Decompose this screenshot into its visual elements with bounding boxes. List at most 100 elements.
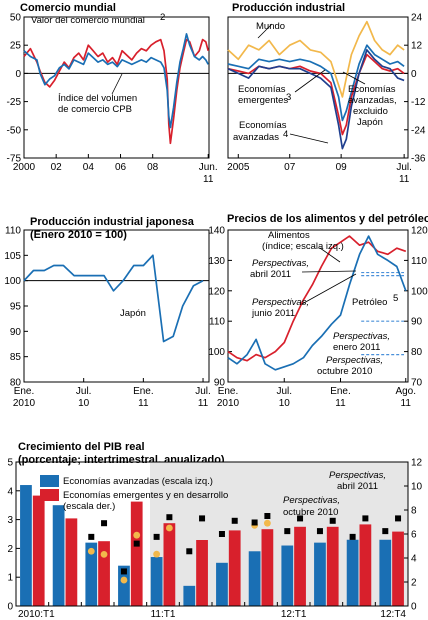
y-tick-label: -75 xyxy=(7,154,22,165)
x-tick-label: Jun. xyxy=(199,162,218,173)
bar-advanced xyxy=(248,551,261,606)
bar-emerging xyxy=(98,541,110,606)
annotation-cpb-line1: Índice del volumen xyxy=(58,93,137,104)
series-line xyxy=(227,235,407,371)
forecast-marker-apr2011 xyxy=(133,540,140,547)
annotation-advanced-line2: avanzadas xyxy=(233,132,279,143)
annotation-oct2010-line1: Perspectivas, xyxy=(326,355,383,366)
y-tick-label: 120 xyxy=(208,286,225,297)
annotation-world: Mundo xyxy=(256,21,285,32)
plot-frame xyxy=(227,16,409,159)
legend-swatch-advanced xyxy=(40,475,59,487)
x-tick-label-line2: 11 xyxy=(335,398,346,409)
x-tick-label: Ago. xyxy=(395,386,416,397)
y-tick-label: -50 xyxy=(7,125,22,136)
x-tick-label-line2: 11 xyxy=(399,174,410,185)
x-tick-label: 02 xyxy=(51,162,63,173)
y-tick-label-right: -36 xyxy=(411,154,426,165)
y-tick-label: 2 xyxy=(7,544,13,555)
forecast-marker-apr2011 xyxy=(329,517,336,524)
annotation-oct2010-line2: octubre 2010 xyxy=(317,366,372,377)
x-tick-label-line2: 11 xyxy=(198,398,209,409)
y-tick-label: 80 xyxy=(10,378,22,389)
chart-title: Comercio mundial xyxy=(20,2,116,14)
x-tick-label: 12:T1 xyxy=(281,609,307,620)
forecast-marker-apr2011 xyxy=(349,533,356,540)
annotation-oct2010-line2: octubre 2010 xyxy=(283,507,338,518)
annotation-emerging-line1: Economías xyxy=(238,84,286,95)
x-tick-label: 2010:T1 xyxy=(18,609,55,620)
x-tick-label: 04 xyxy=(83,162,95,173)
y-tick-label-right: 100 xyxy=(411,286,428,297)
panel-gdp-growth: Crecimiento del PIB real (porcentaje; in… xyxy=(7,441,422,620)
annotation-apr2011-line2: abril 2011 xyxy=(250,269,291,280)
leader-line xyxy=(257,23,273,39)
leader-line xyxy=(289,133,329,144)
x-tick-label: Jul. xyxy=(195,386,211,397)
y-tick-label: 5 xyxy=(7,458,13,469)
annotation-food-line2: (índice; escala izq.) xyxy=(262,241,344,252)
y-tick-label-right: 0 xyxy=(411,69,417,80)
forecast-marker-oct2010 xyxy=(100,551,108,558)
x-tick-label: Jul. xyxy=(396,162,412,173)
y-tick-label-right: -24 xyxy=(411,125,426,136)
annotation-oct2010-line1: Perspectivas, xyxy=(283,495,340,506)
y-tick-label: 130 xyxy=(208,256,225,267)
x-tick-label-line2: 11 xyxy=(138,398,149,409)
x-tick-label-line2: 2010 xyxy=(13,398,36,409)
forecast-marker-apr2011 xyxy=(231,517,238,524)
forecast-marker-oct2010 xyxy=(165,524,173,532)
y-tick-label: -25 xyxy=(7,97,22,108)
chart-title: Producción industrial xyxy=(232,2,345,14)
bar-advanced xyxy=(118,565,130,606)
annotation-oil: Petróleo xyxy=(352,297,387,308)
forecast-marker-apr2011 xyxy=(251,519,258,526)
y-tick-label: 0 xyxy=(15,69,21,80)
bar-advanced xyxy=(346,539,359,606)
forecast-marker-apr2011 xyxy=(297,515,304,522)
annotation-advanced-line1: Economías xyxy=(239,120,287,131)
bar-emerging xyxy=(359,524,372,606)
y-tick-label-right: 80 xyxy=(411,347,423,358)
y-tick-label: 25 xyxy=(10,41,22,52)
bar-advanced xyxy=(20,485,32,606)
y-tick-label-right: 12 xyxy=(411,41,423,52)
annotation-adv-ex-jpn-line2: avanzadas, xyxy=(348,95,397,106)
forecast-marker-apr2011 xyxy=(264,513,271,519)
y-tick-label-right: 4 xyxy=(411,554,417,565)
bar-emerging xyxy=(228,530,241,606)
bar-advanced xyxy=(281,545,294,606)
forecast-marker-apr2011 xyxy=(166,514,173,521)
annotation-cpb-line2: de comercio CPB xyxy=(58,104,132,115)
y-tick-label: 90 xyxy=(10,327,22,338)
panel-japan-ip: Producción industrial japonesa (Enero 20… xyxy=(4,216,211,409)
y-tick-label-right: 2 xyxy=(411,578,417,589)
x-tick-label-line2: 2010 xyxy=(217,398,240,409)
x-tick-label: 07 xyxy=(284,162,296,173)
x-tick-label-line2: 10 xyxy=(78,398,90,409)
bar-emerging xyxy=(261,529,274,606)
annotation-adv-ex-jpn-line4: Japón xyxy=(357,117,383,128)
x-tick-label: Ene. xyxy=(330,386,351,397)
forecast-marker-apr2011 xyxy=(199,515,206,522)
y-tick-label-right: 12 xyxy=(411,458,423,469)
y-tick-label: 1 xyxy=(7,573,13,584)
bar-emerging xyxy=(163,523,176,606)
series-line xyxy=(23,38,210,145)
panel-industrial-production: Producción industrial 24 12 0 -12 -24 -36 2005… xyxy=(227,2,426,185)
y-tick-label-right: 0 xyxy=(411,602,417,613)
forecast-marker-apr2011 xyxy=(395,515,402,522)
annotation-japan: Japón xyxy=(120,308,146,319)
x-tick-label: 2000 xyxy=(13,162,36,173)
leader-line xyxy=(342,71,366,85)
bar-advanced xyxy=(52,505,65,606)
leader-line xyxy=(294,69,326,93)
y-tick-label-right: 110 xyxy=(411,256,427,267)
panel-food-oil: Precios de los alimentos y del petróleo … xyxy=(208,213,428,409)
y-tick-label-right: -12 xyxy=(411,97,426,108)
x-tick-label-line2: 11 xyxy=(401,398,412,409)
annotation-footnote-4: 4 xyxy=(283,129,288,140)
plot-frame xyxy=(23,229,210,383)
